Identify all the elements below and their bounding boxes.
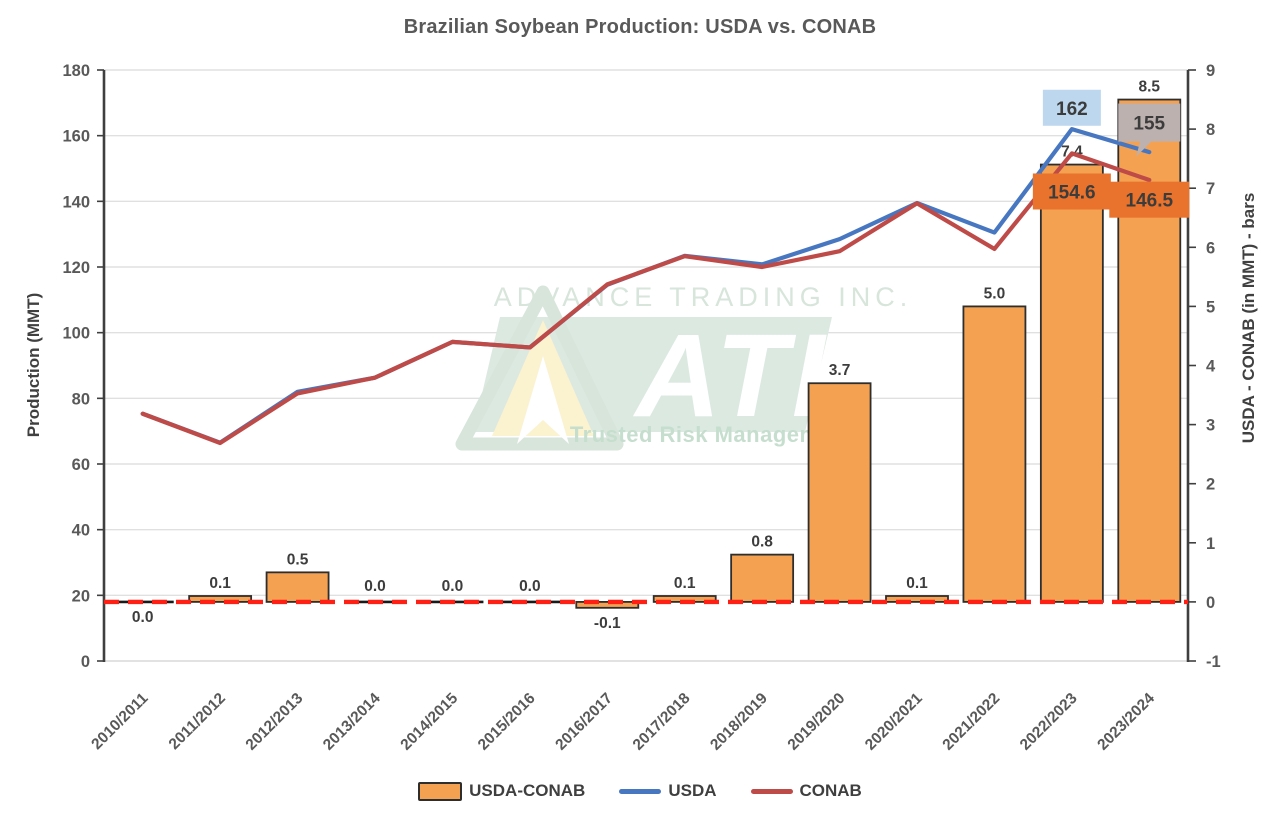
left-axis-tick-label: 140 <box>62 193 90 211</box>
left-axis-tick-label: 100 <box>62 325 90 343</box>
bar-value-label: 5.0 <box>984 285 1006 302</box>
bar <box>962 305 1027 603</box>
chart-title: Brazilian Soybean Production: USDA vs. C… <box>403 16 877 38</box>
bar-value-label: 0.8 <box>751 534 773 551</box>
bar-value-label: 0.0 <box>132 609 154 626</box>
bar <box>807 382 872 603</box>
x-tick-label: 2018/2019 <box>707 690 771 754</box>
bar <box>1039 163 1104 603</box>
left-axis-tick-label: 40 <box>72 522 90 540</box>
legend-item-usda-conab: USDA-CONAB <box>418 781 585 801</box>
x-tick-label: 2012/2013 <box>243 690 307 754</box>
watermark-arrow-icon <box>517 356 569 444</box>
annotation-label: 146.5 <box>1126 191 1174 212</box>
left-axis-tick-label: 80 <box>72 390 90 408</box>
right-axis-tick-label: 6 <box>1206 239 1215 257</box>
x-tick-label: 2020/2021 <box>862 690 926 754</box>
left-axis-tick-label: 60 <box>72 456 90 474</box>
right-axis-tick-label: 1 <box>1206 535 1215 553</box>
bar-value-label: 0.1 <box>906 575 928 592</box>
bar-value-label: 0.0 <box>364 578 386 595</box>
x-tick-label: 2014/2015 <box>397 690 461 754</box>
bar <box>265 571 330 603</box>
left-axis-tick-label: 0 <box>81 653 90 671</box>
right-axis-tick-label: 5 <box>1206 298 1215 316</box>
right-axis-tick-label: 4 <box>1206 358 1216 376</box>
bar-value-label: -0.1 <box>594 615 621 632</box>
x-tick-label: 2015/2016 <box>475 690 539 754</box>
legend-label-usda-conab: USDA-CONAB <box>469 781 586 800</box>
legend-swatch-bar-icon <box>418 781 463 801</box>
left-axis-tick-label: 180 <box>62 62 90 80</box>
watermark-triangle-icon <box>455 285 624 451</box>
legend: USDA-CONAB USDA CONAB <box>0 781 1280 801</box>
annotation-box <box>1118 103 1181 142</box>
bar <box>1117 98 1182 603</box>
right-axis-tick-label: 8 <box>1206 121 1215 139</box>
annotation-label: 154.6 <box>1048 182 1096 203</box>
bar-value-label: 0.1 <box>209 575 231 592</box>
x-tick-label: 2021/2022 <box>939 690 1003 754</box>
watermark-tagline: Trusted Risk Management <box>570 422 854 447</box>
bar-value-label: 0.0 <box>442 578 464 595</box>
watermark-ati-logo: ATI <box>632 310 828 442</box>
right-axis-tick-label: 7 <box>1206 180 1215 198</box>
x-tick-label: 2017/2018 <box>630 690 694 754</box>
x-tick-label: 2016/2017 <box>552 690 616 754</box>
legend-item-conab: CONAB <box>750 781 862 801</box>
bar-value-label: 3.7 <box>829 362 851 379</box>
bar-value-label: 0.0 <box>519 578 541 595</box>
left-axis-tick-label: 120 <box>62 259 90 277</box>
conab-line <box>140 151 1152 446</box>
right-axis-tick-label: 2 <box>1206 476 1215 494</box>
x-tick-label: 2011/2012 <box>166 690 229 753</box>
bar-value-label: 8.5 <box>1139 79 1161 96</box>
annotation-pointer <box>1136 140 1153 157</box>
legend-item-usda: USDA <box>619 781 717 801</box>
bar <box>730 553 795 603</box>
legend-swatch-usda-line-icon <box>619 788 662 794</box>
x-tick-label: 2023/2024 <box>1094 690 1158 754</box>
watermark-company-name: ADVANCE TRADING INC. <box>494 282 913 312</box>
annotation-label: 162 <box>1056 99 1088 120</box>
annotation-label: 155 <box>1133 114 1165 135</box>
right-axis-tick-label: -1 <box>1206 653 1221 671</box>
bar-value-label: 0.1 <box>674 575 696 592</box>
bar <box>575 601 640 609</box>
left-axis-tick-label: 160 <box>62 128 90 146</box>
x-tick-label: 2019/2020 <box>785 690 849 754</box>
bar <box>188 595 253 603</box>
x-tick-label: 2022/2023 <box>1017 690 1081 754</box>
annotation-box <box>1032 173 1111 210</box>
annotation-box <box>1109 181 1190 218</box>
bar-value-label: 0.5 <box>287 551 309 568</box>
x-tick-label: 2010/2011 <box>88 690 151 753</box>
left-axis-tick-label: 20 <box>72 587 90 605</box>
x-tick-label: 2013/2014 <box>320 690 384 754</box>
right-axis-tick-label: 9 <box>1206 62 1215 80</box>
legend-label-usda: USDA <box>668 781 717 800</box>
legend-label-conab: CONAB <box>799 781 862 800</box>
legend-swatch-conab-line-icon <box>750 788 793 794</box>
right-axis-tick-label: 0 <box>1206 594 1215 612</box>
annotation-box <box>1042 89 1101 126</box>
bar <box>885 595 949 603</box>
right-axis-tick-label: 3 <box>1206 417 1215 435</box>
